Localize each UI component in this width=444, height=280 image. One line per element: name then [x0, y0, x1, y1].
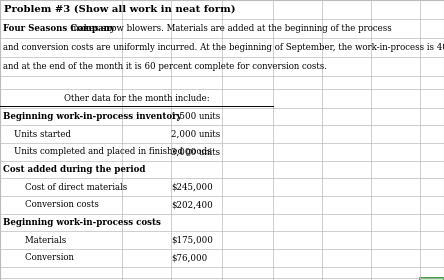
Text: Units completed and placed in finished goods: Units completed and placed in finished g…: [3, 147, 211, 157]
Text: Other data for the month include:: Other data for the month include:: [64, 94, 209, 103]
Text: $245,000: $245,000: [171, 183, 213, 192]
Bar: [420, 278, 444, 280]
Text: $175,000: $175,000: [171, 235, 213, 245]
Text: and at the end of the month it is 60 percent complete for conversion costs.: and at the end of the month it is 60 per…: [3, 62, 327, 71]
Text: Conversion: Conversion: [3, 253, 74, 262]
Text: makes snow blowers. Materials are added at the beginning of the process: makes snow blowers. Materials are added …: [68, 24, 392, 33]
Text: 1,500 units: 1,500 units: [171, 112, 220, 121]
Text: and conversion costs are uniformly incurred. At the beginning of September, the : and conversion costs are uniformly incur…: [3, 43, 444, 52]
Text: 2,000 units: 2,000 units: [171, 130, 220, 139]
Text: Four Seasons Company: Four Seasons Company: [3, 24, 115, 33]
Text: Beginning work-in-process inventory: Beginning work-in-process inventory: [3, 112, 181, 121]
Text: $202,400: $202,400: [171, 200, 213, 209]
Text: 3,000 units: 3,000 units: [171, 147, 220, 157]
Text: Materials: Materials: [3, 235, 66, 245]
Text: Cost added during the period: Cost added during the period: [3, 165, 145, 174]
Text: Problem #3 (Show all work in neat form): Problem #3 (Show all work in neat form): [4, 5, 235, 14]
Text: Conversion costs: Conversion costs: [3, 200, 99, 209]
Text: Beginning work-in-process costs: Beginning work-in-process costs: [3, 218, 161, 227]
Text: Units started: Units started: [3, 130, 71, 139]
Text: $76,000: $76,000: [171, 253, 207, 262]
Text: Cost of direct materials: Cost of direct materials: [3, 183, 127, 192]
